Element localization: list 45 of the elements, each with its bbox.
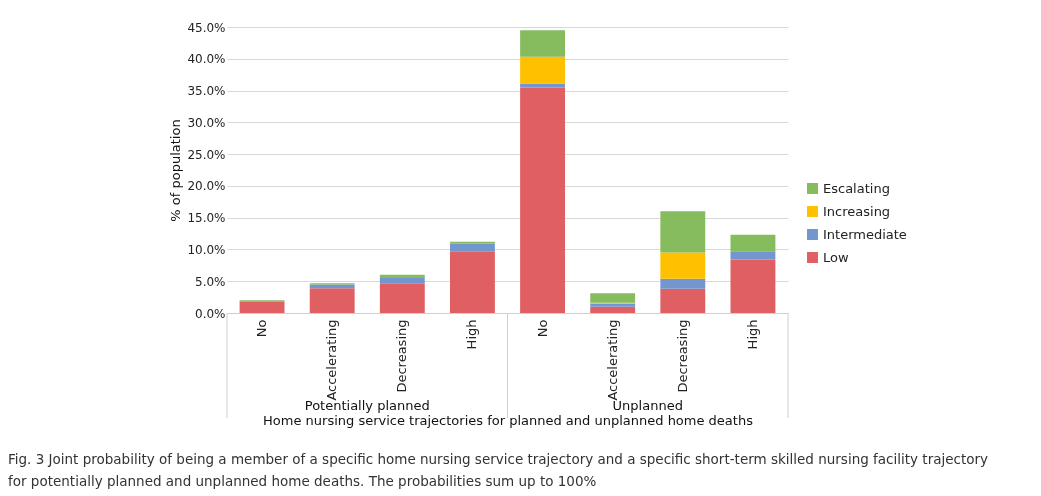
bar (660, 211, 706, 253)
y-tick-label: 10.0% (187, 242, 226, 257)
x-tick-label: High (744, 319, 760, 350)
legend-label: Escalating (823, 180, 890, 196)
bar (730, 251, 776, 260)
bar (660, 252, 706, 279)
bar (379, 274, 425, 279)
x-axis-title: Home nursing service trajectories for planned and unplanned home deaths (263, 412, 754, 428)
x-tick-label: Accelerating (604, 319, 620, 401)
bar (309, 284, 355, 289)
bar (379, 278, 425, 284)
bar (660, 278, 706, 289)
y-tick-label: 15.0% (187, 211, 226, 226)
bar (730, 259, 776, 313)
x-tick-label: No (534, 319, 550, 338)
x-tick-label: Decreasing (394, 319, 410, 393)
y-tick-label: 45.0% (187, 20, 226, 35)
bar (730, 234, 776, 252)
x-tick-label: Accelerating (324, 319, 340, 401)
bar (590, 293, 636, 303)
caption: Fig. 3 Joint probability of being a member of a specific home nursing service trajectory and a specific short-term skilled nursing facility trajectory for potentially planned and unplanned home deaths. The probabilities sum up to 100% (8, 451, 989, 489)
y-tick-label: 20.0% (187, 179, 226, 194)
x-tick-label: High (464, 319, 480, 350)
bar (520, 87, 565, 313)
bar (450, 243, 495, 252)
legend-label: Increasing (823, 203, 891, 219)
bar (379, 283, 425, 313)
bar (660, 288, 706, 313)
bar (590, 306, 636, 313)
y-tick-label: 40.0% (187, 52, 226, 67)
y-axis-title: % of population (168, 119, 184, 222)
bar (309, 288, 355, 313)
bar (520, 56, 565, 84)
bar (520, 30, 565, 57)
x-tick-label: No (254, 319, 270, 338)
x-tick-label: Decreasing (674, 319, 690, 393)
legend-label: Intermediate (823, 226, 907, 242)
bar (239, 301, 285, 313)
bar (450, 251, 495, 313)
y-tick-label: 35.0% (187, 84, 226, 99)
y-tick-label: 0.0% (195, 306, 226, 321)
y-tick-label: 25.0% (187, 147, 226, 162)
legend-label: Low (823, 249, 849, 265)
y-tick-label: 30.0% (187, 115, 226, 130)
y-tick-label: 5.0% (195, 274, 226, 289)
